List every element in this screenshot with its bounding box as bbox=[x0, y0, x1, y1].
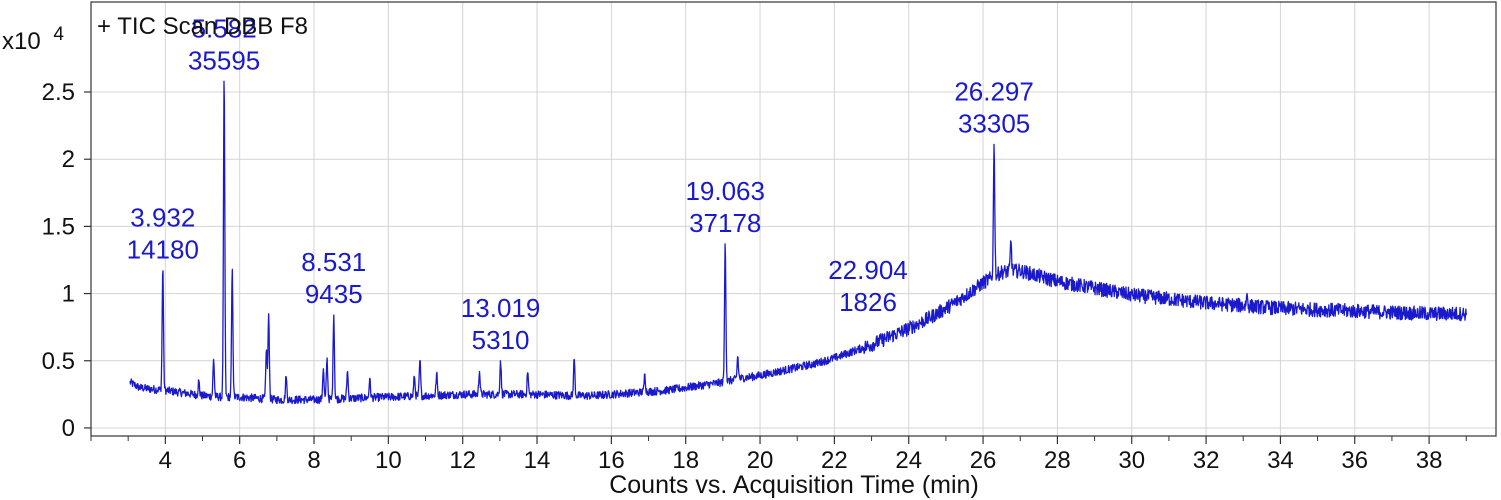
y-tick-label: 1 bbox=[62, 281, 75, 308]
y-tick-label: 2.5 bbox=[42, 79, 75, 106]
tic-trace bbox=[129, 80, 1467, 405]
x-tick-label: 34 bbox=[1267, 447, 1294, 474]
x-tick-label: 16 bbox=[598, 447, 625, 474]
peak-area: 9435 bbox=[305, 279, 363, 309]
peak-retention-time: 19.063 bbox=[685, 176, 765, 206]
x-tick-label: 6 bbox=[233, 447, 246, 474]
x-tick-label: 4 bbox=[159, 447, 172, 474]
plot-frame bbox=[90, 1, 1497, 437]
y-multiplier-exponent: 4 bbox=[53, 24, 64, 45]
peak-area: 35595 bbox=[188, 45, 260, 75]
peak-area: 14180 bbox=[127, 235, 199, 265]
axis-layer: 4 6 8 10 12 14 16 18 20 22 24 26 28 30 32 34 36 38 0 0.5 1 1.… bbox=[42, 79, 1467, 474]
x-axis-title: Counts vs. Acquisition Time (min) bbox=[609, 471, 979, 499]
x-tick-label: 8 bbox=[307, 447, 320, 474]
x-tick-label: 32 bbox=[1193, 447, 1220, 474]
x-tick-label: 24 bbox=[895, 447, 922, 474]
x-tick-label: 10 bbox=[375, 447, 402, 474]
x-tick-label: 36 bbox=[1341, 447, 1368, 474]
x-tick-label: 20 bbox=[747, 447, 774, 474]
y-tick-label: 2 bbox=[62, 146, 75, 173]
y-tick-label: 1.5 bbox=[42, 213, 75, 240]
peak-retention-time: 3.932 bbox=[130, 203, 195, 233]
x-tick-label: 30 bbox=[1118, 447, 1145, 474]
peak-retention-time: 8.531 bbox=[301, 247, 366, 277]
peak-retention-time: 22.904 bbox=[828, 255, 908, 285]
peak-area: 5310 bbox=[472, 325, 530, 355]
peak-retention-time: 5.582 bbox=[192, 13, 257, 43]
grid-layer bbox=[91, 2, 1496, 436]
x-tick-label: 14 bbox=[524, 447, 551, 474]
peak-retention-time: 13.019 bbox=[461, 293, 541, 323]
y-tick-label: 0 bbox=[62, 415, 75, 442]
peak-area: 33305 bbox=[958, 108, 1030, 138]
x-tick-label: 26 bbox=[970, 447, 997, 474]
y-tick-label: 0.5 bbox=[42, 348, 75, 375]
peak-area: 1826 bbox=[839, 287, 897, 317]
y-multiplier-base: x10 bbox=[2, 28, 41, 55]
x-tick-label: 28 bbox=[1044, 447, 1071, 474]
x-tick-label: 22 bbox=[821, 447, 848, 474]
x-tick-label: 38 bbox=[1416, 447, 1443, 474]
x-tick-label: 18 bbox=[672, 447, 699, 474]
peak-retention-time: 26.297 bbox=[954, 76, 1034, 106]
peak-area: 37178 bbox=[689, 208, 761, 238]
x-tick-label: 12 bbox=[449, 447, 476, 474]
y-multiplier-label: x10 4 bbox=[2, 24, 64, 55]
chart-title: + TIC Scan DBB F8 bbox=[97, 13, 308, 40]
